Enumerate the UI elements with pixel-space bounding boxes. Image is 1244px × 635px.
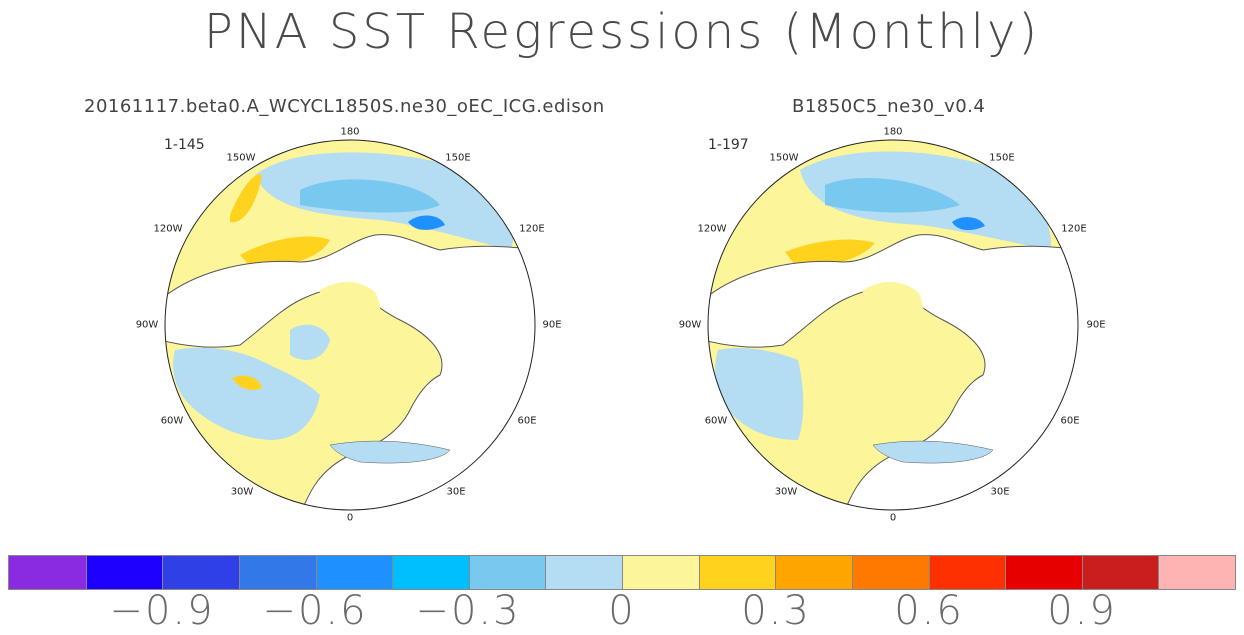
lon-label: 150E	[989, 152, 1015, 164]
lon-label: 120E	[519, 223, 545, 235]
lon-label: 180	[883, 126, 903, 138]
lon-label: 180	[340, 126, 360, 138]
colorbar-label: −0.6	[262, 588, 368, 634]
lon-label: 30E	[446, 486, 466, 498]
colorbar-label: 0.9	[1047, 588, 1117, 634]
range-label-right: 1-197	[708, 137, 749, 153]
colorbar-swatch	[698, 556, 776, 589]
colorbar-swatch	[315, 556, 393, 589]
colorbar-swatch	[1081, 556, 1159, 589]
lon-label: 120E	[1061, 223, 1087, 235]
colorbar-swatch	[162, 556, 239, 589]
lon-label: 150W	[226, 152, 256, 164]
colorbar-label: 0.3	[741, 588, 811, 634]
colorbar-swatch	[9, 556, 86, 589]
colorbar-label: −0.3	[415, 588, 521, 634]
lon-label: 60W	[160, 415, 184, 427]
lon-label: 90W	[678, 319, 702, 331]
colorbar-label: 0	[608, 588, 636, 634]
colorbar-label: 0.6	[894, 588, 964, 634]
colorbar-swatch	[545, 556, 622, 589]
range-label-left: 1-145	[164, 137, 205, 153]
panel-title-right: B1850C5_ne30_v0.4	[792, 96, 986, 117]
lon-label: 60E	[1060, 415, 1080, 427]
colorbar-swatch	[468, 556, 546, 589]
colorbar	[8, 555, 1236, 590]
lon-label: 30W	[230, 486, 254, 498]
lon-label: 0	[346, 512, 354, 524]
colorbar-label: −0.9	[109, 588, 215, 634]
colorbar-swatch	[1158, 556, 1235, 589]
colorbar-swatch	[1005, 556, 1082, 589]
lon-label: 30W	[774, 486, 798, 498]
lon-label: 90E	[1086, 319, 1106, 331]
colorbar-swatch	[775, 556, 852, 589]
lon-label: 90E	[542, 319, 562, 331]
colorbar-swatch	[238, 556, 316, 589]
colorbar-swatch	[392, 556, 469, 589]
colorbar-swatch	[851, 556, 929, 589]
panel-title-left: 20161117.beta0.A_WCYCL1850S.ne30_oEC_ICG…	[84, 96, 605, 117]
lon-label: 150E	[445, 152, 471, 164]
lon-label: 120W	[697, 223, 727, 235]
lon-label: 60E	[517, 415, 537, 427]
colorbar-swatch	[622, 556, 699, 589]
lon-label: 30E	[990, 486, 1010, 498]
lon-label: 0	[889, 512, 897, 524]
lon-label: 60W	[704, 415, 728, 427]
colorbar-swatch	[928, 556, 1006, 589]
lon-label: 150W	[769, 152, 799, 164]
lon-label: 120W	[153, 223, 183, 235]
colorbar-swatch	[85, 556, 163, 589]
lon-label: 90W	[135, 319, 159, 331]
figure-title: PNA SST Regressions (Monthly)	[203, 4, 1041, 60]
